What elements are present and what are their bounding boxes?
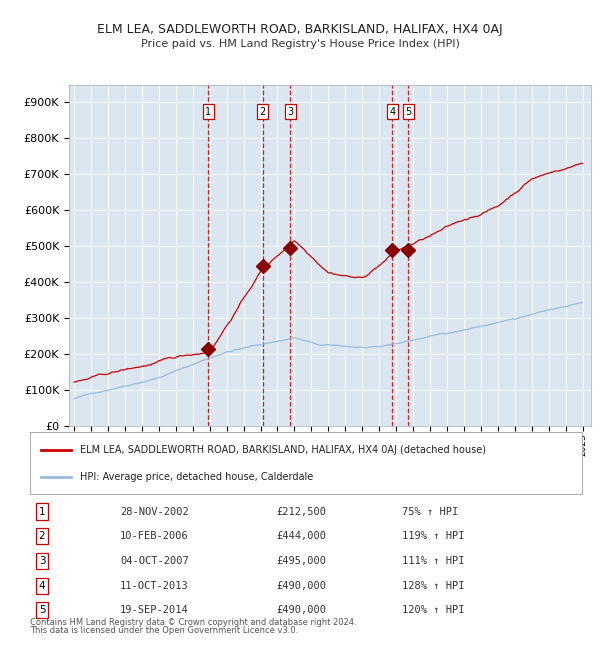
- Text: 128% ↑ HPI: 128% ↑ HPI: [402, 580, 464, 591]
- Text: 5: 5: [405, 107, 412, 117]
- Text: 5: 5: [38, 605, 46, 616]
- Text: 120% ↑ HPI: 120% ↑ HPI: [402, 605, 464, 616]
- Text: 04-OCT-2007: 04-OCT-2007: [120, 556, 189, 566]
- Text: Contains HM Land Registry data © Crown copyright and database right 2024.: Contains HM Land Registry data © Crown c…: [30, 618, 356, 627]
- Text: £490,000: £490,000: [276, 605, 326, 616]
- Text: 3: 3: [38, 556, 46, 566]
- Text: 75% ↑ HPI: 75% ↑ HPI: [402, 506, 458, 517]
- Text: 4: 4: [389, 107, 395, 117]
- Text: ELM LEA, SADDLEWORTH ROAD, BARKISLAND, HALIFAX, HX4 0AJ (detached house): ELM LEA, SADDLEWORTH ROAD, BARKISLAND, H…: [80, 445, 485, 454]
- Text: 4: 4: [38, 580, 46, 591]
- Text: 11-OCT-2013: 11-OCT-2013: [120, 580, 189, 591]
- Text: 2: 2: [38, 531, 46, 541]
- Text: This data is licensed under the Open Government Licence v3.0.: This data is licensed under the Open Gov…: [30, 626, 298, 635]
- Text: 19-SEP-2014: 19-SEP-2014: [120, 605, 189, 616]
- Text: £212,500: £212,500: [276, 506, 326, 517]
- Text: £444,000: £444,000: [276, 531, 326, 541]
- Text: 119% ↑ HPI: 119% ↑ HPI: [402, 531, 464, 541]
- Text: 2: 2: [259, 107, 266, 117]
- Text: ELM LEA, SADDLEWORTH ROAD, BARKISLAND, HALIFAX, HX4 0AJ: ELM LEA, SADDLEWORTH ROAD, BARKISLAND, H…: [97, 23, 503, 36]
- Text: 10-FEB-2006: 10-FEB-2006: [120, 531, 189, 541]
- Text: Price paid vs. HM Land Registry's House Price Index (HPI): Price paid vs. HM Land Registry's House …: [140, 39, 460, 49]
- Text: £495,000: £495,000: [276, 556, 326, 566]
- Text: 3: 3: [287, 107, 293, 117]
- Text: 111% ↑ HPI: 111% ↑ HPI: [402, 556, 464, 566]
- Text: 1: 1: [38, 506, 46, 517]
- Text: HPI: Average price, detached house, Calderdale: HPI: Average price, detached house, Cald…: [80, 472, 313, 482]
- Text: £490,000: £490,000: [276, 580, 326, 591]
- Text: 1: 1: [205, 107, 211, 117]
- Text: 28-NOV-2002: 28-NOV-2002: [120, 506, 189, 517]
